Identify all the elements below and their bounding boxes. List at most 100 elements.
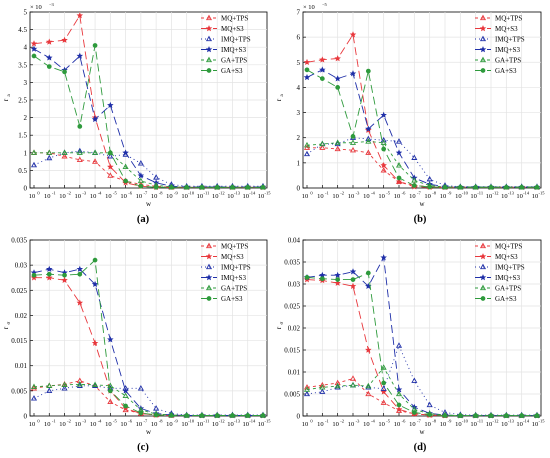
data-point — [319, 384, 326, 390]
y-tick-label: 0 — [297, 413, 301, 421]
x-tick-base: 10 — [181, 421, 188, 428]
x-tick-base: 10 — [59, 421, 66, 428]
x-tick-label: 10 -2 — [59, 191, 71, 201]
data-point — [303, 384, 311, 390]
legend-marker — [205, 284, 213, 291]
y-multiplier: × 10 −5 — [303, 2, 328, 11]
legend-item: IMQ+S3 — [475, 46, 520, 54]
x-tick-label: 10 -3 — [75, 191, 87, 201]
data-point — [91, 280, 99, 288]
x-tick-exponent: -9 — [174, 419, 178, 424]
legend-label: IMQ+TPS — [495, 36, 525, 44]
legend-marker — [479, 14, 487, 21]
legend-item: IMQ+S3 — [201, 46, 246, 54]
data-point — [153, 412, 159, 418]
x-tick-base: 10 — [29, 421, 36, 428]
data-point — [334, 382, 341, 389]
panel-label: (d) — [414, 442, 427, 453]
x-tick-base: 10 — [348, 421, 355, 428]
data-point — [334, 384, 341, 390]
y-tick-label: 4 — [297, 84, 301, 92]
data-point — [365, 138, 372, 144]
data-point — [380, 254, 387, 261]
x-tick-exponent: -10 — [462, 191, 469, 196]
data-point — [137, 385, 144, 391]
x-tick-exponent: -1 — [325, 419, 329, 424]
legend-marker — [479, 35, 487, 42]
y-axis-label-main: r — [2, 326, 10, 329]
x-tick-exponent: -1 — [52, 191, 56, 196]
x-tick-label: 10 -10 — [181, 191, 194, 201]
series-mq-tps — [303, 375, 541, 418]
legend-label: GA+S3 — [495, 67, 517, 75]
y-tick-label: 1 — [297, 159, 301, 167]
x-tick-base: 10 — [197, 421, 204, 428]
x-tick-base: 10 — [197, 193, 204, 200]
data-point — [380, 111, 387, 118]
data-point — [304, 275, 310, 280]
x-tick-exponent: -2 — [67, 419, 71, 424]
x-tick-label: 10 -13 — [501, 419, 514, 429]
series-imq-s3 — [303, 66, 541, 190]
data-point — [77, 271, 83, 277]
x-tick-label: 10 -3 — [348, 191, 360, 201]
x-tick-label: 10 -15 — [258, 419, 271, 429]
data-point — [534, 184, 540, 190]
data-point — [319, 56, 326, 63]
series-ga-tps — [30, 380, 267, 418]
data-point — [411, 410, 417, 415]
data-point — [46, 38, 53, 45]
panel-label: (c) — [137, 442, 149, 453]
x-tick-label: 10 -5 — [105, 419, 117, 429]
data-point — [245, 413, 251, 418]
legend-marker — [479, 263, 487, 270]
data-point — [46, 64, 52, 69]
series-imq-tps — [303, 342, 541, 418]
legend-marker — [479, 284, 487, 291]
data-point — [395, 405, 403, 413]
data-point — [473, 413, 479, 418]
legend-marker — [480, 296, 486, 301]
x-tick-exponent: -6 — [402, 419, 406, 424]
y-tick-label: 0.015 — [11, 337, 27, 345]
x-tick-base: 10 — [212, 421, 219, 428]
data-point — [519, 184, 525, 190]
y-axis-label-main: r — [275, 98, 283, 101]
legend-item: GA+TPS — [475, 285, 521, 293]
data-point — [30, 385, 38, 391]
x-tick-exponent: -3 — [82, 191, 86, 196]
data-point — [169, 184, 174, 190]
x-tick-label: 10 -3 — [348, 419, 360, 429]
data-point — [381, 380, 387, 386]
x-tick-label: 10 -4 — [363, 419, 375, 429]
data-point — [76, 380, 83, 387]
data-point — [245, 184, 251, 190]
data-point — [303, 58, 311, 66]
y-axis-label-sub: a — [7, 94, 12, 97]
series-line — [306, 272, 537, 417]
series-ga-s3 — [304, 270, 540, 418]
legend-marker — [205, 35, 213, 42]
x-tick-label: 10 -5 — [378, 191, 390, 201]
x-tick-exponent: -9 — [448, 419, 452, 424]
x-tick-base: 10 — [424, 193, 431, 200]
series-line — [33, 380, 263, 416]
data-point — [107, 172, 114, 178]
data-point — [30, 161, 38, 168]
x-tick-label: 10 -3 — [75, 419, 87, 429]
data-point — [91, 115, 99, 123]
x-tick-exponent: 0 — [310, 191, 313, 196]
x-tick-exponent: -6 — [128, 419, 132, 424]
x-tick-exponent: -4 — [98, 419, 102, 424]
legend-marker — [205, 253, 213, 260]
data-point — [107, 388, 113, 394]
x-tick-label: 10 -10 — [455, 419, 468, 429]
data-point — [138, 410, 144, 416]
x-tick-exponent: -8 — [432, 191, 436, 196]
x-tick-base: 10 — [486, 421, 493, 428]
x-tick-label: 10 -11 — [197, 419, 210, 429]
data-point — [30, 40, 38, 47]
x-tick-label: 10 0 — [29, 191, 41, 201]
y-tick-label: 0.01 — [15, 362, 28, 370]
